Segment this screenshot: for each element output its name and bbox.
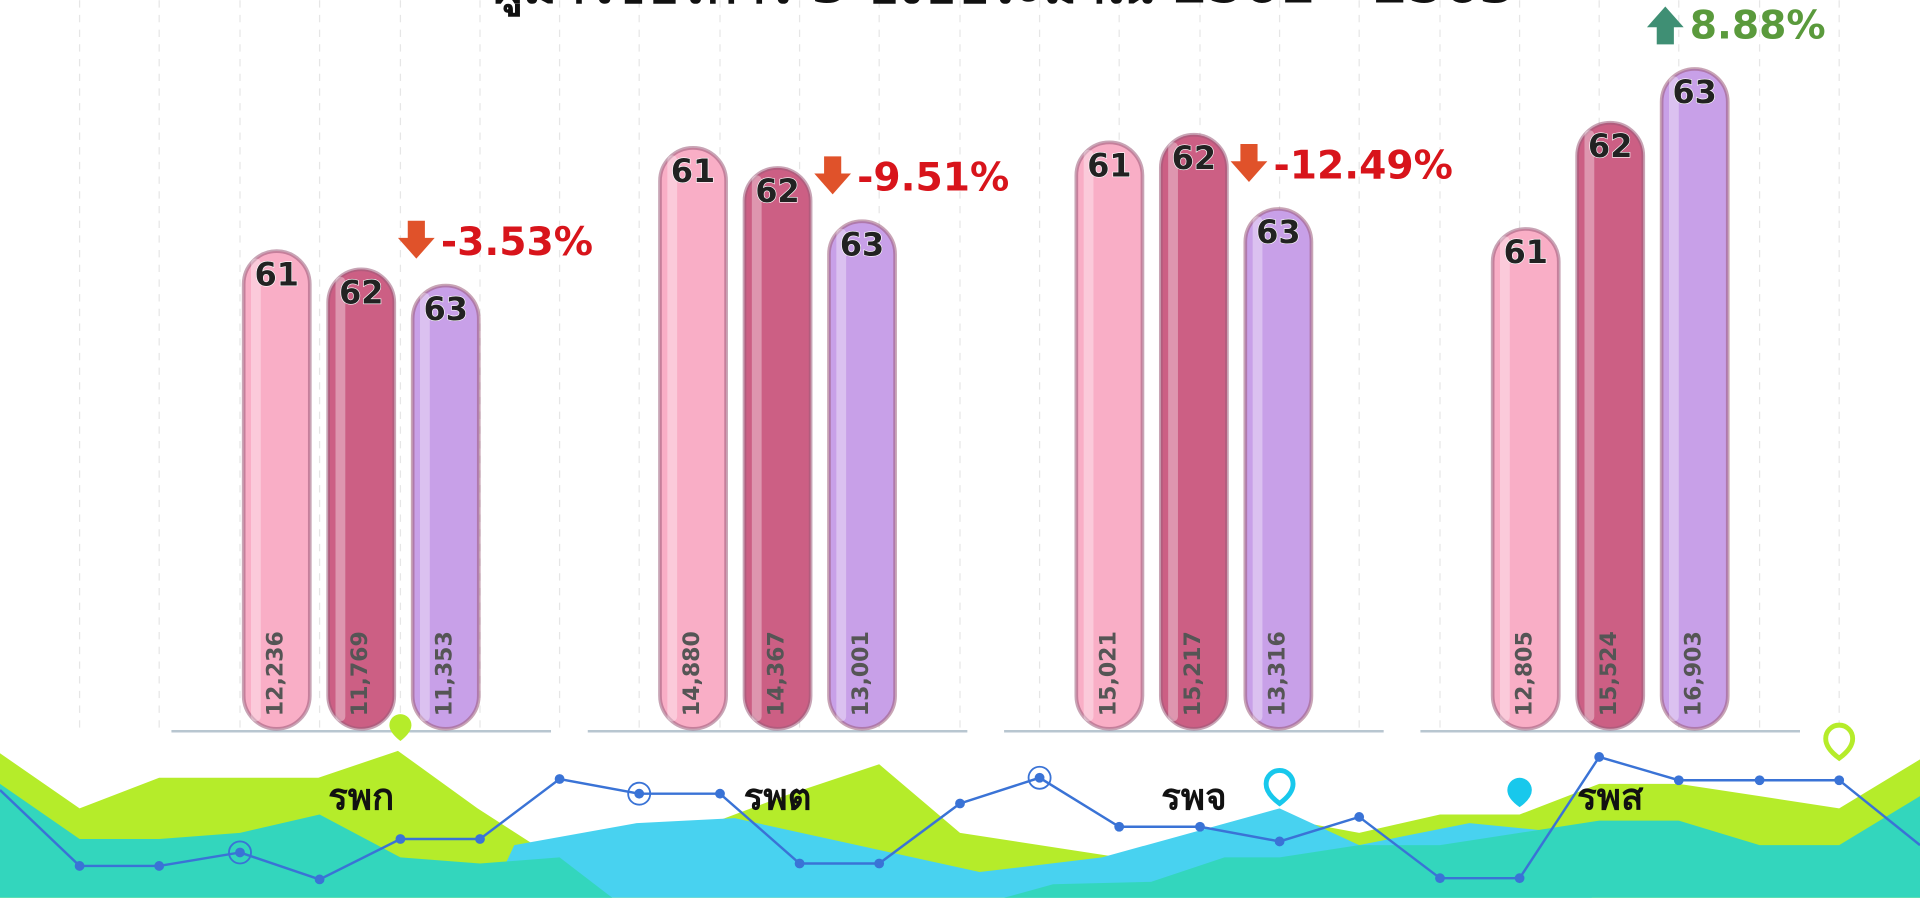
bar-series-label: 62 — [755, 172, 799, 210]
bar-series-label: 62 — [339, 274, 383, 312]
bar-highlight — [1584, 130, 1595, 722]
bar-highlight — [667, 155, 678, 722]
value-label: 13,001 — [849, 631, 874, 716]
bar-highlight — [1083, 149, 1094, 722]
bar — [1490, 227, 1561, 731]
bar-series-label: 61 — [671, 152, 715, 190]
value-label: 13,316 — [1265, 631, 1290, 716]
bar-series-label: 62 — [1172, 139, 1216, 177]
x-tick-label: รพจ — [1161, 776, 1226, 819]
change-arrow — [397, 220, 435, 259]
change-annotation: -12.49% — [1273, 143, 1452, 188]
value-label: 15,217 — [1181, 631, 1206, 716]
bar — [410, 283, 481, 731]
bar-series-label: 61 — [1087, 147, 1131, 185]
bars-layer: 61 12,236 62 11,769 63 11,353 รพก -3.53% 61 14,88… — [241, 3, 1826, 819]
bar — [827, 219, 897, 731]
bar — [658, 146, 728, 731]
bar — [241, 249, 312, 731]
x-tick-label: รพต — [744, 776, 812, 819]
value-label: 12,236 — [264, 631, 289, 716]
value-label: 11,769 — [348, 631, 373, 716]
change-annotation: 8.88% — [1690, 3, 1826, 48]
bar-highlight — [335, 276, 346, 722]
change-arrow — [1230, 144, 1268, 183]
chart-title: ผู้มาใช้บริการ 3 ปีงบประมาณ 2561 - 2563 — [493, 0, 1515, 18]
value-label: 15,021 — [1096, 631, 1121, 716]
wave-decoration — [0, 714, 1920, 898]
x-tick-label: รพก — [328, 776, 394, 819]
change-annotation: -9.51% — [857, 156, 1009, 201]
bar — [1243, 207, 1314, 731]
bar-highlight — [1252, 216, 1263, 722]
bar — [742, 166, 813, 731]
value-label: 14,367 — [765, 631, 790, 716]
x-tick-label: รพส — [1577, 776, 1644, 819]
value-label: 16,903 — [1682, 631, 1707, 716]
bar — [1158, 132, 1229, 731]
bar-series-label: 63 — [1256, 213, 1300, 251]
bar — [1074, 140, 1145, 731]
change-annotation: -3.53% — [441, 220, 593, 265]
bar — [326, 267, 397, 731]
bar-highlight — [420, 292, 430, 722]
value-label: 15,524 — [1597, 631, 1622, 716]
bar-highlight — [1668, 76, 1679, 722]
bar-highlight — [751, 175, 762, 722]
bar — [1575, 120, 1646, 731]
bar-highlight — [251, 258, 261, 722]
value-label: 12,805 — [1513, 631, 1538, 716]
bar-series-label: 63 — [1673, 73, 1717, 111]
bar-series-label: 63 — [424, 290, 468, 328]
bar-series-label: 61 — [255, 255, 299, 293]
bar-series-label: 63 — [840, 226, 884, 264]
value-label: 14,880 — [680, 631, 705, 716]
value-label: 11,353 — [433, 631, 458, 716]
bar-highlight — [836, 228, 847, 722]
change-arrow — [814, 156, 852, 195]
change-arrow — [1646, 6, 1684, 45]
bar-highlight — [1168, 142, 1178, 722]
bar-series-label: 61 — [1504, 233, 1548, 271]
bar-series-label: 62 — [1588, 127, 1632, 165]
bar — [1659, 67, 1730, 731]
bar-highlight — [1500, 236, 1510, 722]
